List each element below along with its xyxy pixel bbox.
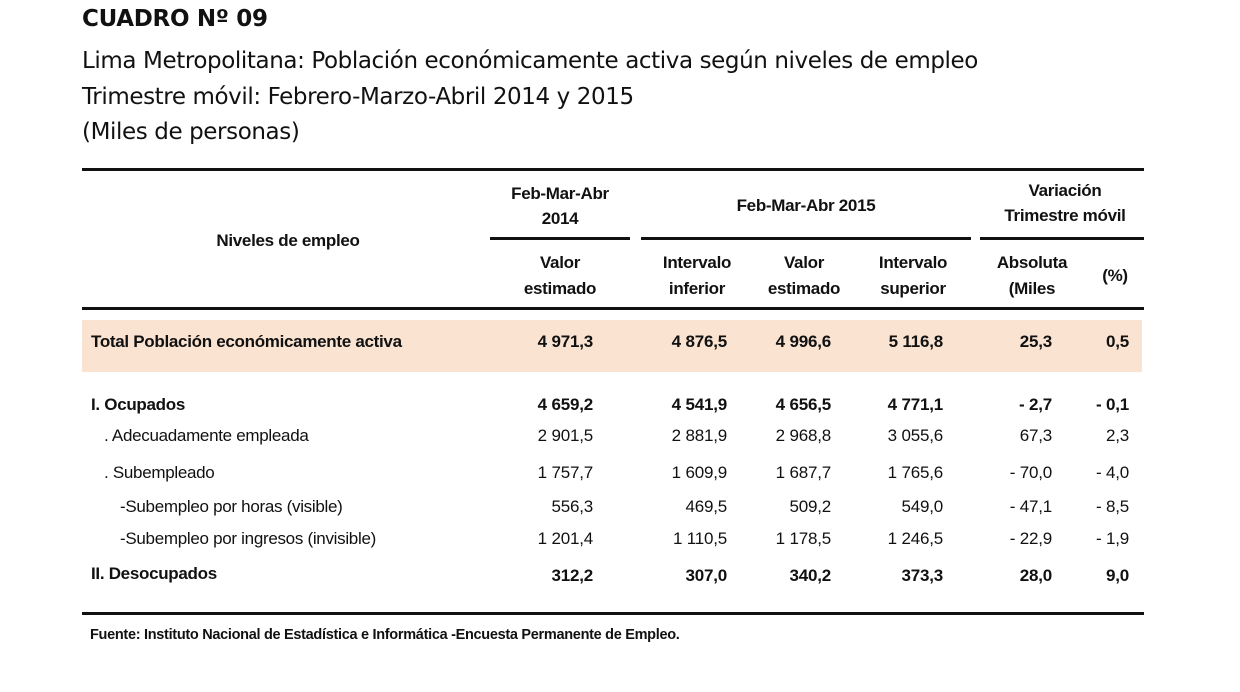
header-2014-line2: 2014 bbox=[541, 209, 579, 228]
cell-superior: 4 771,1 bbox=[887, 395, 944, 414]
cell-superior: 3 055,6 bbox=[887, 426, 944, 445]
header-rule-2015 bbox=[641, 237, 971, 240]
cell-superior: 1 246,5 bbox=[887, 529, 944, 548]
row-label: -Subempleo por ingresos (invisible) bbox=[120, 529, 376, 548]
cell-estimado: 4 656,5 bbox=[775, 395, 832, 414]
row-label: Total Población económicamente activa bbox=[91, 332, 402, 351]
cell-pct: 9,0 bbox=[1105, 566, 1129, 585]
cell-2014: 4 659,2 bbox=[537, 395, 594, 414]
cell-absoluta: 28,0 bbox=[1019, 566, 1052, 585]
header-2014-valor: Valor bbox=[539, 253, 581, 272]
header-2014-estimado: estimado bbox=[523, 279, 597, 298]
cell-pct: - 0,1 bbox=[1095, 395, 1129, 414]
cell-estimado: 1 687,7 bbox=[775, 463, 832, 482]
table-row-total: Total Población económicamente activa 4 … bbox=[0, 332, 1240, 358]
cell-absoluta: 67,3 bbox=[1019, 426, 1052, 445]
header-niveles: Niveles de empleo bbox=[216, 231, 360, 250]
cell-inferior: 469,5 bbox=[685, 497, 727, 516]
cell-estimado: 2 968,8 bbox=[775, 426, 832, 445]
cell-estimado: 1 178,5 bbox=[775, 529, 832, 548]
source-note: Fuente: Instituto Nacional de Estadístic… bbox=[90, 627, 680, 643]
header-intervalo-inferior-2: inferior bbox=[668, 279, 726, 298]
table-row-ocupados: I. Ocupados 4 659,2 4 541,9 4 656,5 4 77… bbox=[0, 395, 1240, 421]
cell-superior: 5 116,8 bbox=[888, 332, 944, 351]
cell-absoluta: 25,3 bbox=[1019, 332, 1052, 351]
header-2015: Feb-Mar-Abr 2015 bbox=[736, 196, 876, 215]
cell-absoluta: - 22,9 bbox=[1009, 529, 1052, 548]
cell-inferior: 307,0 bbox=[685, 566, 727, 585]
cell-inferior: 4 876,5 bbox=[671, 332, 728, 351]
cell-inferior: 1 110,5 bbox=[672, 529, 727, 548]
row-label: -Subempleo por horas (visible) bbox=[120, 497, 343, 516]
header-bottom-rule bbox=[82, 307, 1144, 310]
cell-inferior: 1 609,9 bbox=[671, 463, 728, 482]
cell-pct: 0,5 bbox=[1105, 332, 1129, 351]
header-2015-estimado: estimado bbox=[767, 279, 841, 298]
header-2015-valor: Valor bbox=[783, 253, 825, 272]
cell-superior: 549,0 bbox=[901, 497, 943, 516]
header-variacion-line1: Variación bbox=[1028, 181, 1102, 200]
table-period: Trimestre móvil: Febrero-Marzo-Abril 201… bbox=[82, 84, 634, 110]
header-intervalo-inferior-1: Intervalo bbox=[662, 253, 732, 272]
cell-2014: 312,2 bbox=[551, 566, 593, 585]
cell-2014: 556,3 bbox=[551, 497, 593, 516]
header-variacion-line2: Trimestre móvil bbox=[1004, 206, 1126, 225]
cell-pct: - 4,0 bbox=[1095, 463, 1129, 482]
cell-2014: 1 201,4 bbox=[537, 529, 594, 548]
top-rule bbox=[82, 168, 1144, 171]
table-row-subempleado: . Subempleado 1 757,7 1 609,9 1 687,7 1 … bbox=[0, 463, 1240, 489]
cell-estimado: 509,2 bbox=[789, 497, 831, 516]
cell-inferior: 2 881,9 bbox=[671, 426, 728, 445]
cell-pct: 2,3 bbox=[1105, 426, 1129, 445]
row-label: I. Ocupados bbox=[91, 395, 185, 414]
header-rule-variacion bbox=[980, 237, 1144, 240]
cell-inferior: 4 541,9 bbox=[671, 395, 728, 414]
cell-2014: 4 971,3 bbox=[537, 332, 594, 351]
cell-pct: - 1,9 bbox=[1095, 529, 1129, 548]
cell-2014: 1 757,7 bbox=[537, 463, 594, 482]
cell-superior: 373,3 bbox=[901, 566, 943, 585]
header-absoluta: Absoluta bbox=[996, 253, 1068, 272]
header-miles: (Miles bbox=[1008, 279, 1056, 298]
header-pct: (%) bbox=[1102, 266, 1128, 285]
table-units: (Miles de personas) bbox=[82, 119, 300, 145]
table-subtitle: Lima Metropolitana: Población económicam… bbox=[82, 48, 978, 74]
cell-superior: 1 765,6 bbox=[887, 463, 944, 482]
cell-pct: - 8,5 bbox=[1095, 497, 1129, 516]
table-number-title: CUADRO Nº 09 bbox=[82, 6, 268, 32]
cell-estimado: 340,2 bbox=[789, 566, 831, 585]
cell-2014: 2 901,5 bbox=[537, 426, 594, 445]
row-label: . Adecuadamente empleada bbox=[104, 426, 309, 445]
cell-estimado: 4 996,6 bbox=[775, 332, 832, 351]
header-rule-2014 bbox=[490, 237, 630, 240]
table-row-adecuadamente: . Adecuadamente empleada 2 901,5 2 881,9… bbox=[0, 426, 1240, 452]
row-label: . Subempleado bbox=[104, 463, 215, 482]
cell-absoluta: - 47,1 bbox=[1009, 497, 1052, 516]
total-row-highlight bbox=[82, 320, 1142, 372]
cell-absoluta: - 2,7 bbox=[1018, 395, 1052, 414]
header-2014-line1: Feb-Mar-Abr bbox=[511, 184, 609, 203]
cell-absoluta: - 70,0 bbox=[1009, 463, 1052, 482]
table-row-desocupados: II. Desocupados 312,2 307,0 340,2 373,3 … bbox=[0, 564, 1240, 592]
bottom-rule bbox=[82, 612, 1144, 615]
table-row-subempleo-ingresos: -Subempleo por ingresos (invisible) 1 20… bbox=[0, 529, 1240, 555]
row-label: II. Desocupados bbox=[91, 564, 217, 583]
header-intervalo-superior-2: superior bbox=[880, 279, 946, 298]
table-row-subempleo-horas: -Subempleo por horas (visible) 556,3 469… bbox=[0, 497, 1240, 523]
header-intervalo-superior-1: Intervalo bbox=[878, 253, 948, 272]
